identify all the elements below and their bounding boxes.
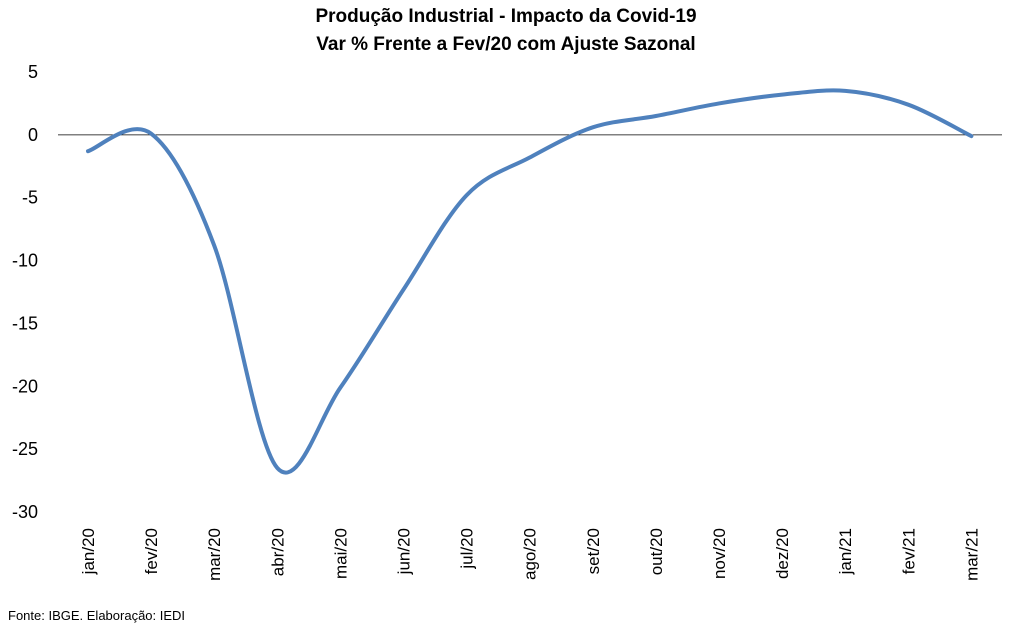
x-tick-label: nov/20 xyxy=(710,528,729,579)
y-tick-label: 5 xyxy=(28,62,38,82)
y-tick-label: 0 xyxy=(28,125,38,145)
x-tick-label: jan/21 xyxy=(836,528,855,575)
x-tick-label: jun/20 xyxy=(395,528,414,575)
x-tick-label: fev/21 xyxy=(899,528,918,574)
x-tick-label: abr/20 xyxy=(268,528,287,576)
x-tick-label: mai/20 xyxy=(331,528,350,579)
y-tick-label: -15 xyxy=(12,313,38,333)
x-tick-label: jan/20 xyxy=(79,528,98,575)
chart-subtitle: Var % Frente a Fev/20 com Ajuste Sazonal xyxy=(316,34,696,55)
y-tick-label: -25 xyxy=(12,439,38,459)
y-axis-ticks: 5 0 -5 -10 -15 -20 -25 -30 xyxy=(12,62,38,522)
x-axis-ticks: jan/20 fev/20 mar/20 abr/20 mai/20 jun/20 jul/… xyxy=(79,528,981,581)
x-tick-label: jul/20 xyxy=(458,528,477,570)
y-tick-label: -20 xyxy=(12,376,38,396)
chart-title: Produção Industrial - Impacto da Covid-1… xyxy=(315,6,697,27)
series-line xyxy=(86,88,974,475)
y-tick-label: -5 xyxy=(22,188,38,208)
source-note: Fonte: IBGE. Elaboração: IEDI xyxy=(8,608,186,623)
x-tick-label: ago/20 xyxy=(521,528,540,580)
x-tick-label: set/20 xyxy=(584,528,603,574)
x-tick-label: mar/20 xyxy=(205,528,224,581)
x-tick-label: fev/20 xyxy=(142,528,161,574)
y-tick-label: -10 xyxy=(12,251,38,271)
data-points xyxy=(86,89,973,470)
x-tick-label: dez/20 xyxy=(773,528,792,579)
y-tick-label: -30 xyxy=(12,502,38,522)
x-tick-label: out/20 xyxy=(647,528,666,575)
x-tick-label: mar/21 xyxy=(962,528,981,581)
